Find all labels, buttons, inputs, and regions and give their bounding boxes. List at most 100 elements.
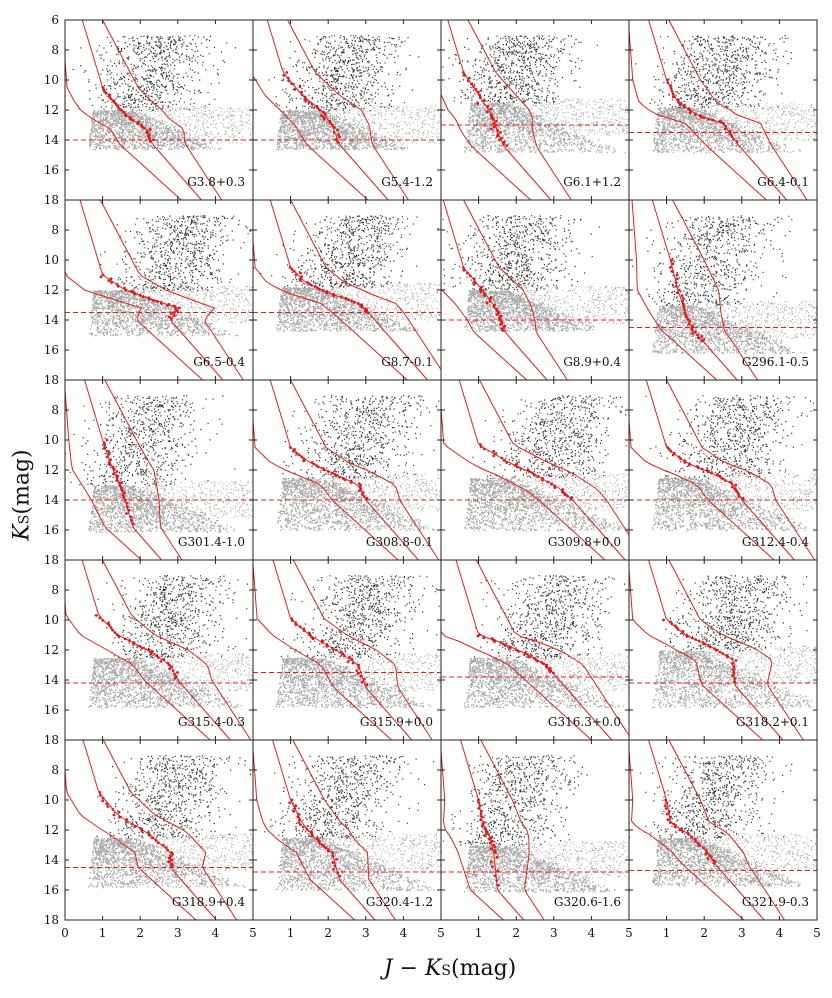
x-tick-label: 5 bbox=[437, 926, 445, 940]
ridge-point bbox=[99, 793, 102, 797]
bright-stars bbox=[645, 395, 814, 479]
ridge-point bbox=[101, 796, 105, 800]
ridge-point bbox=[297, 453, 301, 457]
ridge-point bbox=[734, 483, 738, 487]
y-tick-label: 8 bbox=[51, 223, 59, 237]
ridge-point bbox=[737, 494, 741, 498]
model-curve bbox=[292, 560, 433, 740]
ridge-point bbox=[357, 663, 360, 667]
ridge-point bbox=[723, 127, 727, 131]
ridge-point bbox=[169, 312, 173, 316]
ridge-point bbox=[171, 853, 175, 856]
ridge-point bbox=[299, 279, 302, 282]
ridge-point bbox=[292, 809, 296, 813]
ridge-point bbox=[678, 828, 682, 832]
ridge-point bbox=[669, 449, 673, 453]
ridge-point bbox=[113, 101, 117, 104]
ridge-point bbox=[105, 438, 109, 442]
panel-frame bbox=[252, 379, 442, 561]
ridge-point bbox=[667, 448, 671, 451]
ridge-point bbox=[117, 635, 121, 639]
ridge-point bbox=[700, 335, 704, 338]
ridge-point bbox=[170, 317, 173, 320]
ridge-point bbox=[310, 103, 314, 106]
ridge-point bbox=[496, 129, 500, 133]
ridge-point bbox=[670, 89, 674, 93]
panel-label: G8.7-0.1 bbox=[381, 355, 433, 369]
faint-stars bbox=[276, 105, 441, 151]
ridge-point bbox=[131, 522, 135, 525]
ridge-point bbox=[333, 126, 336, 129]
ridge-point bbox=[359, 674, 363, 678]
ridge-point bbox=[299, 90, 303, 94]
ridge-point bbox=[330, 123, 334, 127]
ridge-point bbox=[292, 449, 295, 453]
ridge-point bbox=[331, 851, 334, 854]
x-tick-label: 1 bbox=[99, 926, 107, 940]
ridge-point bbox=[495, 855, 499, 859]
y-tick-label: 14 bbox=[44, 313, 60, 327]
ridge-point bbox=[309, 283, 313, 287]
ridge-point bbox=[151, 836, 155, 840]
ridge-point bbox=[166, 848, 170, 852]
ridge-point bbox=[173, 676, 177, 680]
ridge-point bbox=[502, 142, 505, 146]
ridge-point bbox=[699, 115, 703, 119]
model-curve bbox=[292, 740, 396, 920]
ridge-point bbox=[140, 829, 144, 833]
model-curve bbox=[648, 740, 765, 920]
ridge-point bbox=[479, 812, 483, 816]
ridge-point bbox=[131, 119, 135, 122]
ridge-point bbox=[156, 656, 160, 659]
ridge-point bbox=[133, 824, 137, 828]
ridge-point bbox=[733, 677, 737, 680]
ridge-point bbox=[683, 461, 687, 464]
ridge-point bbox=[167, 315, 171, 319]
ridge-point bbox=[147, 831, 150, 835]
ridge-point bbox=[112, 813, 116, 817]
ridge-point bbox=[301, 825, 305, 829]
ridge-point bbox=[735, 140, 739, 144]
ridge-point bbox=[702, 846, 705, 850]
ridge-point bbox=[123, 491, 126, 495]
x-tick-label: 0 bbox=[61, 926, 69, 940]
ridge-point bbox=[124, 288, 128, 292]
ridge-point bbox=[552, 671, 555, 675]
ridge-point bbox=[548, 670, 552, 674]
ridge-point bbox=[483, 834, 487, 837]
ridge-point bbox=[166, 661, 170, 665]
ridge-point bbox=[324, 112, 327, 116]
bright-stars bbox=[629, 755, 793, 839]
ridge-point bbox=[476, 634, 480, 638]
ridge-point bbox=[136, 122, 139, 125]
ridge-point bbox=[536, 475, 540, 478]
ridge-point bbox=[733, 680, 737, 683]
ridge-point bbox=[664, 798, 668, 802]
ridge-point bbox=[674, 281, 678, 284]
ridge-point bbox=[297, 821, 301, 824]
ridge-point bbox=[321, 289, 325, 292]
bright-stars bbox=[629, 215, 793, 306]
model-curve bbox=[458, 380, 626, 560]
model-curve bbox=[631, 200, 718, 380]
ridge-point bbox=[107, 452, 111, 456]
y-tick-label: 18 bbox=[44, 733, 59, 747]
ridge-point bbox=[499, 323, 502, 326]
model-curve bbox=[629, 23, 767, 200]
ridge-point bbox=[320, 641, 324, 644]
ridge-point bbox=[462, 266, 465, 269]
ridge-point bbox=[708, 645, 712, 649]
ridge-point bbox=[691, 332, 694, 335]
y-tick-label: 10 bbox=[44, 793, 59, 807]
ridge-point bbox=[494, 452, 498, 455]
model-curve bbox=[475, 560, 629, 737]
model-curve bbox=[253, 74, 369, 200]
y-axis-label-sub: S bbox=[16, 514, 33, 525]
panel-label: G312.4-0.4 bbox=[742, 535, 809, 549]
panel-label: G316.3+0.0 bbox=[548, 715, 621, 729]
ridge-point bbox=[466, 79, 470, 83]
ridge-point bbox=[720, 121, 723, 124]
y-axis-label: KS(mag) bbox=[0, 440, 44, 550]
faint-stars bbox=[464, 653, 629, 709]
y-tick-label: 12 bbox=[44, 103, 59, 117]
